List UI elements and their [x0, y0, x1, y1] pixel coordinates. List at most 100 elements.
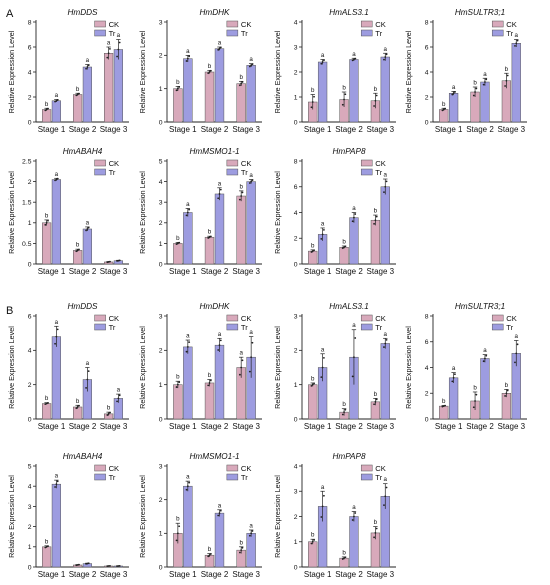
replicate-dot	[44, 223, 47, 226]
significance-label: b	[176, 374, 180, 381]
replicate-dot	[107, 565, 110, 567]
replicate-dot	[516, 343, 519, 346]
y-tick-label: 4	[28, 348, 32, 355]
y-tick-label: 0	[159, 416, 163, 423]
y-tick-label: 2	[159, 220, 163, 227]
replicate-dot	[504, 85, 506, 87]
replicate-dot	[385, 486, 388, 489]
replicate-dot	[251, 63, 254, 66]
y-tick-label: 3	[28, 504, 32, 511]
y-tick-label: 6	[28, 313, 32, 320]
replicate-dot	[250, 180, 253, 183]
x-tick-label: Stage 3	[100, 267, 128, 276]
legend-swatch-ck	[360, 159, 373, 167]
replicate-dot	[240, 195, 243, 197]
legend-swatch-ck	[94, 464, 106, 472]
replicate-dot	[209, 69, 212, 72]
replicate-dot	[178, 86, 181, 88]
bar-ck	[73, 94, 83, 123]
replicate-dot	[385, 180, 388, 183]
bar-ck	[73, 406, 83, 420]
legend-swatch-tr	[360, 323, 373, 331]
replicate-dot	[109, 260, 111, 263]
chart-a-hmmsmo1-1: HmMSMO1-1 0 1 2 3 4 5 Relative Expression Level…	[138, 147, 262, 276]
bar-tr	[183, 346, 193, 420]
y-tick-label: 1	[159, 531, 163, 538]
significance-label: b	[473, 384, 477, 391]
replicate-dot	[354, 337, 357, 339]
y-tick-label: 0	[294, 564, 298, 571]
y-tick-label: 2	[28, 382, 32, 389]
bar-tr	[246, 533, 256, 568]
replicate-dot	[176, 532, 179, 535]
legend-label-tr: Tr	[109, 323, 116, 332]
y-tick-label: 0	[159, 564, 163, 571]
significance-label: b	[374, 86, 378, 93]
replicate-dot	[321, 61, 324, 63]
replicate-dot	[241, 546, 244, 549]
legend-swatch-tr	[360, 29, 373, 37]
replicate-dot	[323, 228, 325, 231]
y-tick-label: 0	[28, 564, 32, 571]
replicate-dot	[54, 179, 56, 182]
chart-title: HmSULTR3;1	[455, 302, 505, 311]
y-axis-label: Relative Expression Level	[273, 30, 282, 113]
y-tick-label: 3	[294, 489, 298, 496]
y-tick-label: 1	[159, 382, 163, 389]
replicate-dot	[344, 556, 347, 559]
y-tick-label: 4	[294, 463, 298, 470]
replicate-dot	[87, 562, 90, 565]
replicate-dot	[442, 108, 445, 111]
significance-label: b	[45, 212, 49, 219]
bar-tr	[380, 343, 390, 420]
replicate-dot	[209, 379, 212, 382]
replicate-dot	[354, 57, 357, 60]
chart-title: HmSULTR3;1	[455, 8, 505, 17]
replicate-dot	[207, 384, 210, 387]
replicate-dot	[373, 105, 375, 107]
x-tick-label: Stage 3	[100, 422, 128, 431]
significance-label: b	[473, 80, 477, 87]
y-axis-label: Relative Expression Level	[404, 30, 413, 113]
chart-b-hmsultr3-1: HmSULTR3;1 0 2 4 6 8 Relative Expression Level…	[404, 302, 527, 431]
significance-label: b	[208, 229, 212, 236]
x-tick-label: Stage 2	[69, 267, 97, 276]
replicate-dot	[321, 505, 324, 508]
y-tick-label: 2	[28, 94, 32, 101]
significance-label: b	[76, 86, 80, 93]
replicate-dot	[186, 57, 189, 60]
bar-tr	[246, 181, 256, 265]
significance-label: b	[208, 546, 212, 553]
replicate-dot	[175, 539, 178, 542]
replicate-dot	[320, 376, 323, 379]
y-tick-label: 6	[28, 44, 32, 51]
replicate-dot	[384, 495, 387, 498]
bar-tr	[214, 344, 225, 420]
bar-tr	[214, 193, 225, 265]
replicate-dot	[472, 94, 475, 97]
replicate-dot	[311, 540, 314, 543]
chart-title: HmABAH4	[63, 452, 103, 461]
replicate-dot	[240, 549, 243, 552]
legend-label-ck: CK	[506, 314, 517, 323]
replicate-dot	[85, 67, 87, 70]
y-tick-label: 1	[28, 544, 32, 551]
replicate-dot	[109, 47, 111, 50]
replicate-dot	[353, 58, 355, 61]
replicate-dot	[188, 481, 191, 484]
replicate-dot	[323, 356, 325, 359]
legend-swatch-ck	[360, 314, 373, 322]
legend-swatch-tr	[94, 323, 106, 331]
replicate-dot	[207, 72, 210, 75]
replicate-dot	[55, 483, 58, 486]
legend-label-ck: CK	[506, 20, 517, 29]
significance-label: b	[208, 63, 212, 70]
significance-label: a	[218, 180, 222, 187]
replicate-dot	[241, 81, 244, 83]
legend-label-tr: Tr	[375, 168, 382, 177]
y-axis-label: Relative Expression Level	[273, 171, 282, 254]
significance-label: a	[249, 329, 253, 336]
replicate-dot	[373, 536, 375, 539]
x-tick-label: Stage 2	[335, 422, 363, 431]
